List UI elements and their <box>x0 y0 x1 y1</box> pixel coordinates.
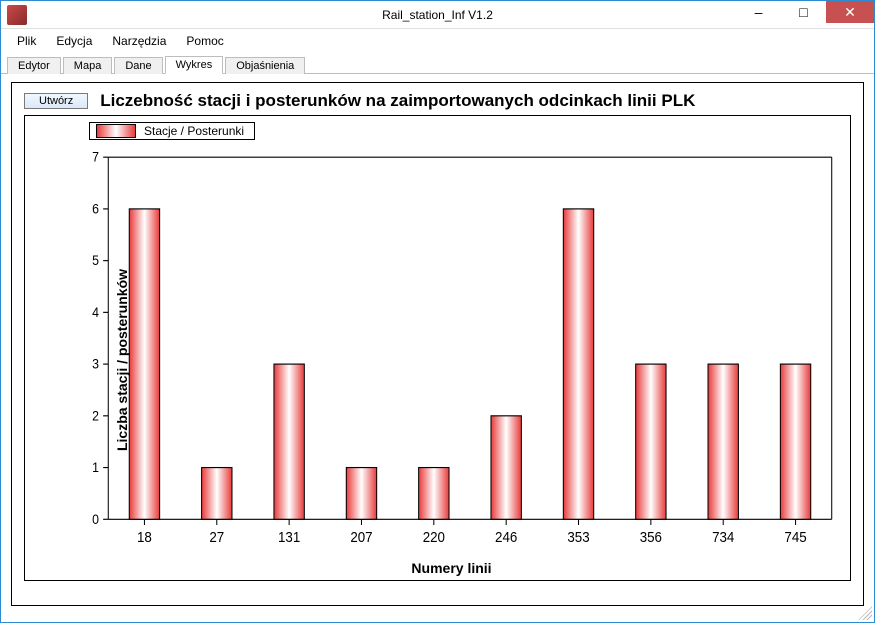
close-button[interactable]: ✕ <box>826 1 874 23</box>
bar <box>491 416 521 519</box>
svg-text:356: 356 <box>640 529 662 546</box>
bar <box>636 364 666 519</box>
bar <box>346 468 376 520</box>
svg-text:353: 353 <box>567 529 589 546</box>
legend-swatch <box>96 124 136 138</box>
minimize-button[interactable]: – <box>736 1 781 23</box>
app-icon <box>7 5 27 25</box>
svg-text:3: 3 <box>92 356 99 372</box>
bar <box>129 209 159 519</box>
svg-text:0: 0 <box>92 511 99 527</box>
tab-mapa[interactable]: Mapa <box>63 57 113 74</box>
bar <box>780 364 810 519</box>
legend-label: Stacje / Posterunki <box>144 124 244 138</box>
tab-dane[interactable]: Dane <box>114 57 162 74</box>
chart-svg: 0 1 2 3 4 5 6 7 18 27 131 207 220 246 353 356 734 745 <box>61 148 842 572</box>
legend: Stacje / Posterunki <box>89 122 255 140</box>
menu-item-plik[interactable]: Plik <box>9 32 44 50</box>
y-axis-label: Liczba stacji / posterunków <box>114 269 130 451</box>
svg-text:2: 2 <box>92 408 99 424</box>
bar <box>419 468 449 520</box>
chart-box: Stacje / Posterunki Liczba stacji / post… <box>24 115 851 581</box>
maximize-button[interactable]: □ <box>781 1 826 23</box>
window-buttons: – □ ✕ <box>736 1 874 28</box>
bar <box>708 364 738 519</box>
menubar: Plik Edycja Narzędzia Pomoc <box>1 29 874 53</box>
svg-text:131: 131 <box>278 529 300 546</box>
tabstrip: Edytor Mapa Dane Wykres Objaśnienia <box>1 53 874 74</box>
svg-text:6: 6 <box>92 201 99 217</box>
bar <box>274 364 304 519</box>
svg-text:5: 5 <box>92 253 99 269</box>
menu-item-narzedzia[interactable]: Narzędzia <box>104 32 174 50</box>
menu-item-pomoc[interactable]: Pomoc <box>178 32 231 50</box>
svg-text:7: 7 <box>92 149 99 165</box>
tab-wykres[interactable]: Wykres <box>165 56 224 74</box>
svg-text:745: 745 <box>784 529 806 546</box>
tab-edytor[interactable]: Edytor <box>7 57 61 74</box>
plot-area: Liczba stacji / posterunków 0 1 2 3 4 5 6 7 18 27… <box>61 148 842 572</box>
bar <box>563 209 593 519</box>
svg-text:734: 734 <box>712 529 734 546</box>
svg-text:220: 220 <box>423 529 445 546</box>
bar <box>202 468 232 520</box>
panel-header: Utwórz Liczebność stacji i posterunków n… <box>24 91 851 111</box>
svg-text:246: 246 <box>495 529 517 546</box>
client-area: Utwórz Liczebność stacji i posterunków n… <box>1 74 874 622</box>
x-axis-label: Numery linii <box>61 560 842 576</box>
chart-panel: Utwórz Liczebność stacji i posterunków n… <box>11 82 864 606</box>
menu-item-edycja[interactable]: Edycja <box>48 32 100 50</box>
svg-text:1: 1 <box>92 460 99 476</box>
svg-text:4: 4 <box>92 304 99 320</box>
chart-title: Liczebność stacji i posterunków na zaimp… <box>100 91 695 111</box>
svg-text:27: 27 <box>209 529 224 546</box>
svg-text:18: 18 <box>137 529 152 546</box>
titlebar: Rail_station_Inf V1.2 – □ ✕ <box>1 1 874 29</box>
application-window: Rail_station_Inf V1.2 – □ ✕ Plik Edycja … <box>0 0 875 623</box>
resize-grip[interactable] <box>858 606 872 620</box>
create-button[interactable]: Utwórz <box>24 93 88 109</box>
tab-objasnienia[interactable]: Objaśnienia <box>225 57 305 74</box>
svg-text:207: 207 <box>350 529 372 546</box>
